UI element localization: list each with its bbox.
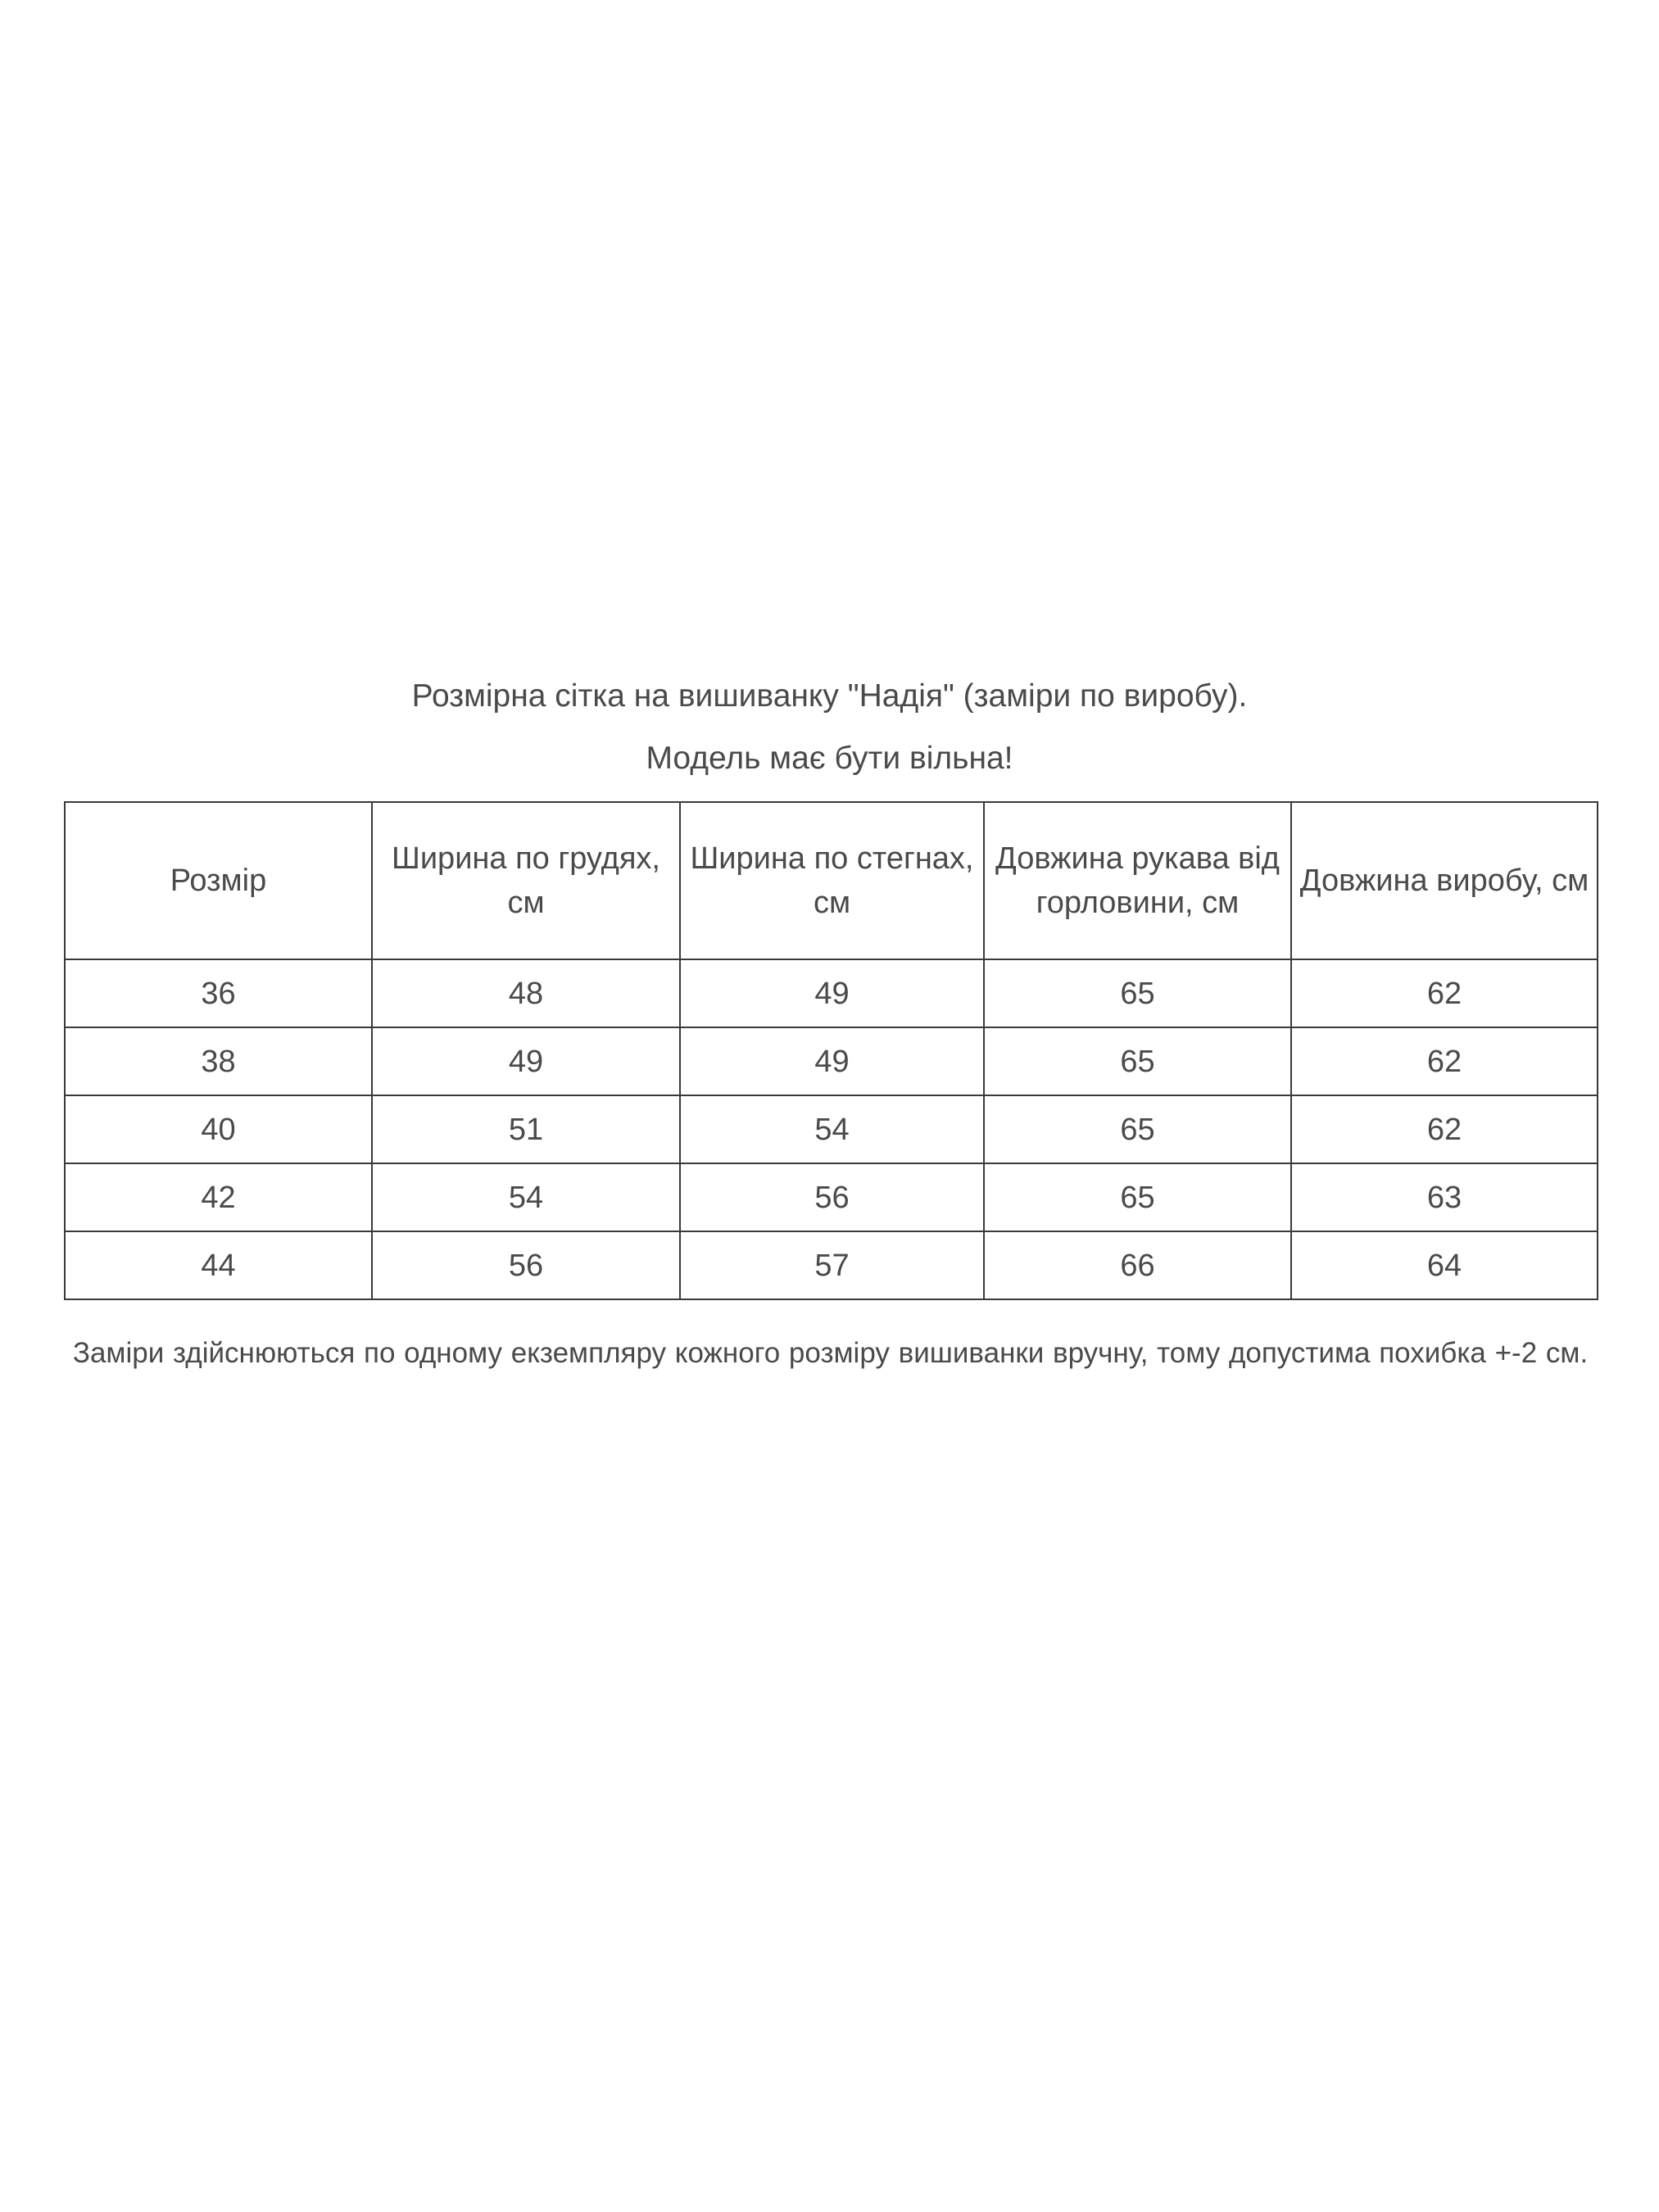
- table-row: 44 56 57 66 64: [64, 1231, 1598, 1300]
- page-title: Розмірна сітка на вишиванку "Надія" (зам…: [411, 678, 1248, 714]
- cell-hip: 54: [679, 1095, 985, 1164]
- cell-chest: 49: [371, 1027, 681, 1096]
- table-row: 38 49 49 65 62: [64, 1027, 1598, 1096]
- table-row: 42 54 56 65 63: [64, 1163, 1598, 1232]
- cell-sleeve: 65: [983, 1163, 1292, 1232]
- cell-sleeve: 66: [983, 1231, 1292, 1300]
- cell-hip: 49: [679, 1027, 985, 1096]
- header-hip-width: Ширина по стегнах, см: [679, 801, 985, 960]
- page-subtitle: Модель має бути вільна!: [646, 741, 1013, 776]
- cell-hip: 49: [679, 959, 985, 1028]
- table-row: 36 48 49 65 62: [64, 959, 1598, 1028]
- cell-sleeve: 65: [983, 959, 1292, 1028]
- cell-length: 62: [1290, 1095, 1598, 1164]
- header-size: Розмір: [64, 801, 373, 960]
- cell-sleeve: 65: [983, 1027, 1292, 1096]
- header-chest-width: Ширина по грудях, см: [371, 801, 681, 960]
- table-header-row: Розмір Ширина по грудях, см Ширина по ст…: [64, 801, 1598, 960]
- cell-size: 36: [64, 959, 373, 1028]
- cell-size: 38: [64, 1027, 373, 1096]
- cell-size: 42: [64, 1163, 373, 1232]
- cell-sleeve: 65: [983, 1095, 1292, 1164]
- measurement-note: Заміри здійснюються по одному екземпляру…: [72, 1337, 1589, 1369]
- size-chart-table: Розмір Ширина по грудях, см Ширина по ст…: [64, 801, 1598, 1300]
- cell-hip: 56: [679, 1163, 985, 1232]
- cell-hip: 57: [679, 1231, 985, 1300]
- cell-length: 62: [1290, 1027, 1598, 1096]
- cell-chest: 56: [371, 1231, 681, 1300]
- cell-chest: 54: [371, 1163, 681, 1232]
- table-row: 40 51 54 65 62: [64, 1095, 1598, 1164]
- cell-size: 44: [64, 1231, 373, 1300]
- cell-chest: 48: [371, 959, 681, 1028]
- cell-length: 64: [1290, 1231, 1598, 1300]
- cell-length: 62: [1290, 959, 1598, 1028]
- cell-chest: 51: [371, 1095, 681, 1164]
- header-garment-length: Довжина виробу, см: [1290, 801, 1598, 960]
- cell-size: 40: [64, 1095, 373, 1164]
- header-sleeve-length: Довжина рукава від горловини, см: [983, 801, 1292, 960]
- cell-length: 63: [1290, 1163, 1598, 1232]
